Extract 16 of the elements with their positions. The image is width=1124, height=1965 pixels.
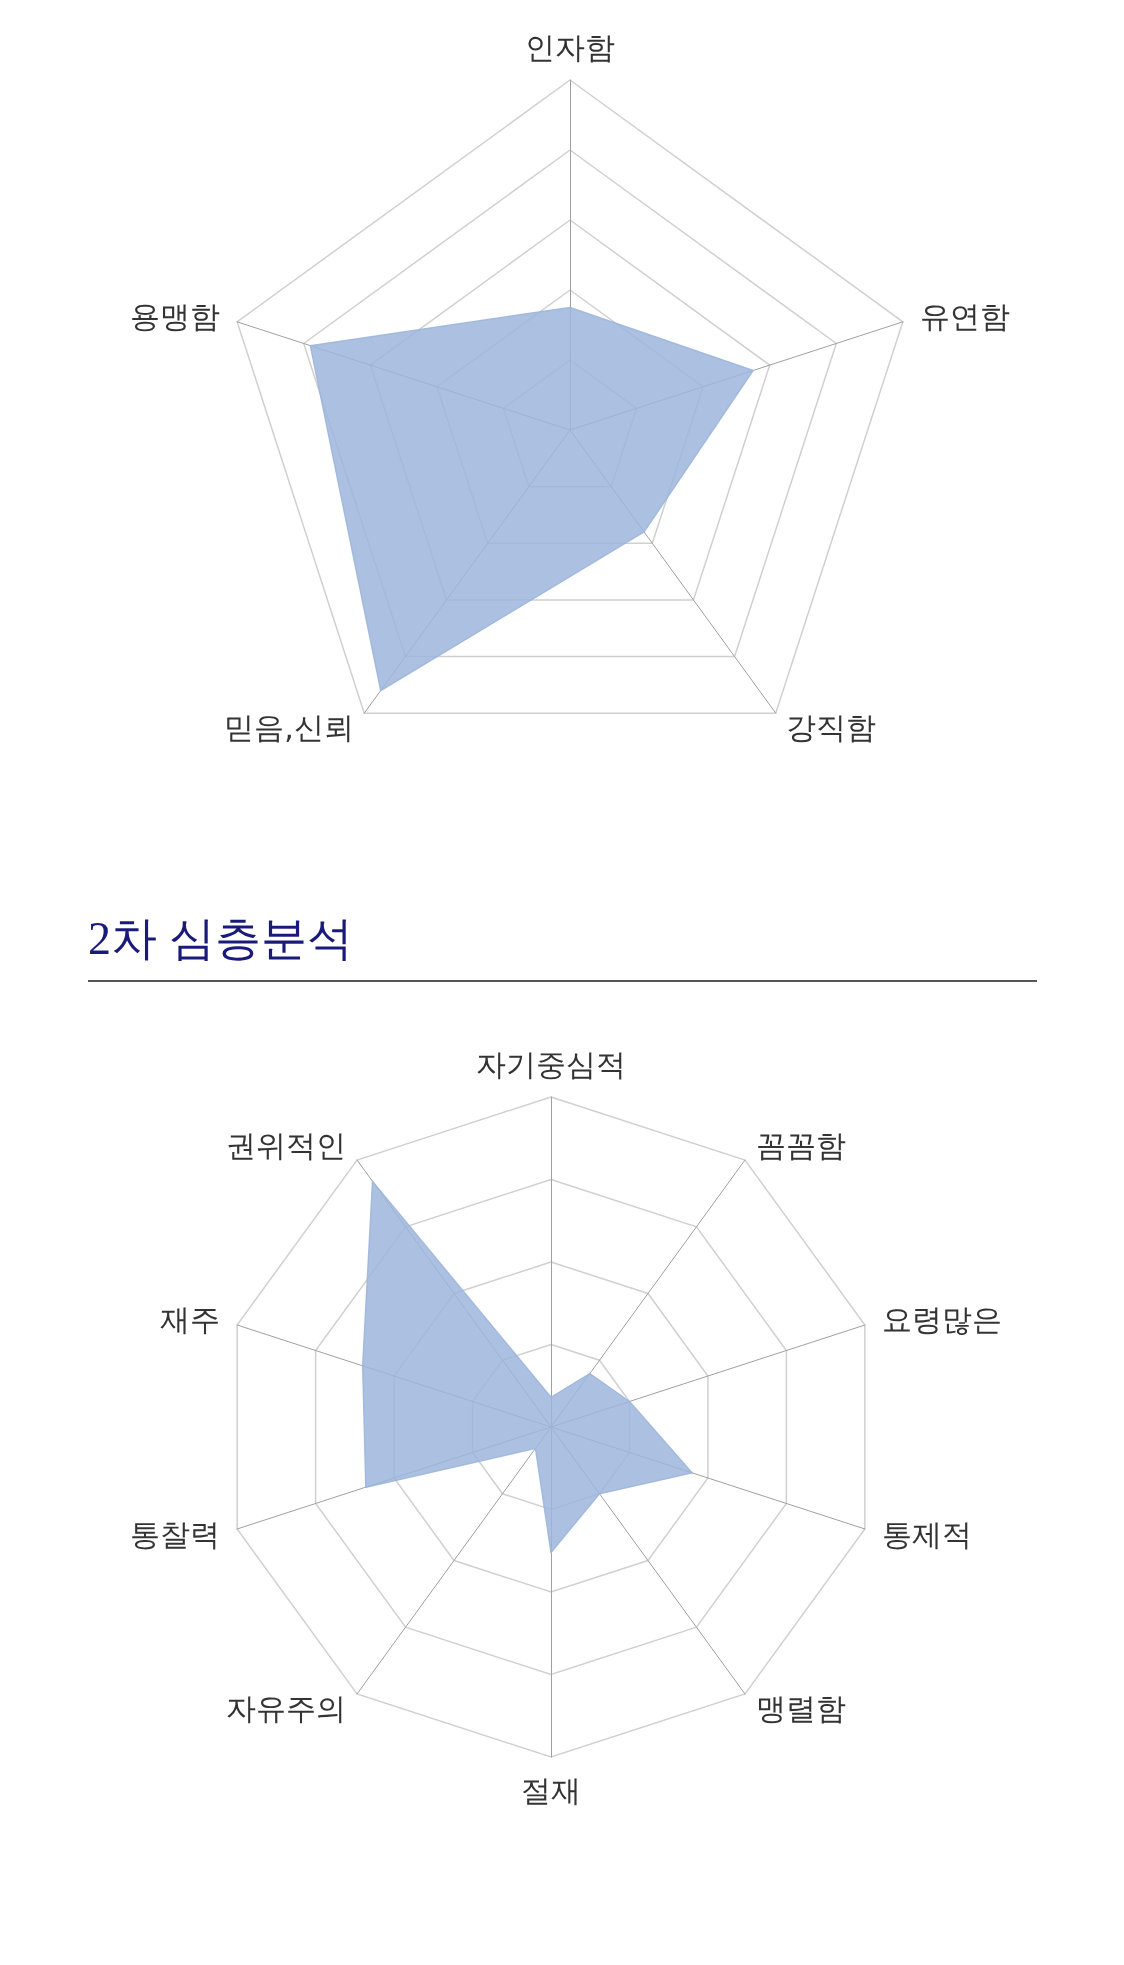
spoke-label: 강직함	[786, 710, 877, 746]
spoke-label: 꼼꼼함	[755, 1127, 846, 1163]
spoke-label: 믿음,신뢰	[224, 710, 354, 746]
spoke-label: 자유주의	[226, 1691, 347, 1727]
spoke-label: 통제적	[881, 1517, 972, 1553]
spoke-label: 자기중심적	[476, 1046, 626, 1082]
spoke-label: 유연함	[919, 298, 1010, 334]
spoke-label: 재주	[160, 1301, 221, 1337]
spoke-label: 맹렬함	[755, 1691, 846, 1727]
chart-title: 2차 심층분석	[88, 908, 1037, 982]
spoke-label: 통찰력	[130, 1517, 221, 1553]
spoke-label: 절재	[521, 1772, 581, 1808]
spoke-label: 인자함	[525, 29, 615, 65]
spoke-label: 용맹함	[130, 298, 221, 334]
spoke-label: 권위적인	[226, 1127, 347, 1163]
spoke-label: 요령많은	[881, 1301, 1002, 1337]
